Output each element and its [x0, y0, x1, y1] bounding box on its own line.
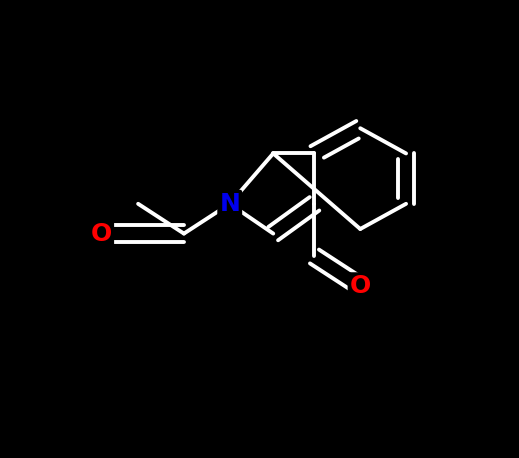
Text: O: O	[350, 274, 371, 298]
Text: N: N	[220, 192, 240, 216]
Text: O: O	[91, 222, 112, 245]
